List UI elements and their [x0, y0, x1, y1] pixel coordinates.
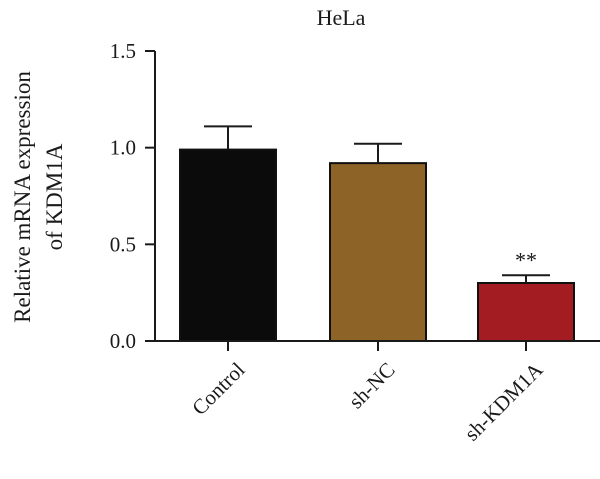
- significance-label: **: [515, 247, 537, 272]
- y-axis-label-line-1: Relative mRNA expression: [10, 71, 35, 323]
- y-tick-label: 0.5: [110, 232, 136, 256]
- y-axis-label: Relative mRNA expression of KDM1A: [10, 71, 67, 323]
- bars-group: [179, 148, 575, 342]
- chart-title: HeLa: [317, 5, 366, 30]
- y-axis-label-line-2: of KDM1A: [42, 143, 67, 250]
- y-tick-label: 1.5: [110, 39, 136, 63]
- y-tick-label: 1.0: [110, 136, 136, 160]
- bar-sh-kdm1a: [477, 282, 575, 342]
- x-tick-label: sh-KDM1A: [460, 357, 549, 446]
- annotations-group: **: [515, 247, 537, 272]
- x-tick-label: Control: [187, 357, 249, 419]
- y-ticks-group: 0.0 0.5 1.0 1.5: [110, 39, 155, 353]
- x-tick-label: sh-NC: [344, 358, 400, 414]
- error-bars-group: [204, 125, 550, 283]
- bar-sh-nc: [329, 162, 427, 342]
- x-ticks-group: Control sh-NC sh-KDM1A: [187, 341, 548, 445]
- y-tick-label: 0.0: [110, 329, 136, 353]
- bar-control: [179, 148, 277, 342]
